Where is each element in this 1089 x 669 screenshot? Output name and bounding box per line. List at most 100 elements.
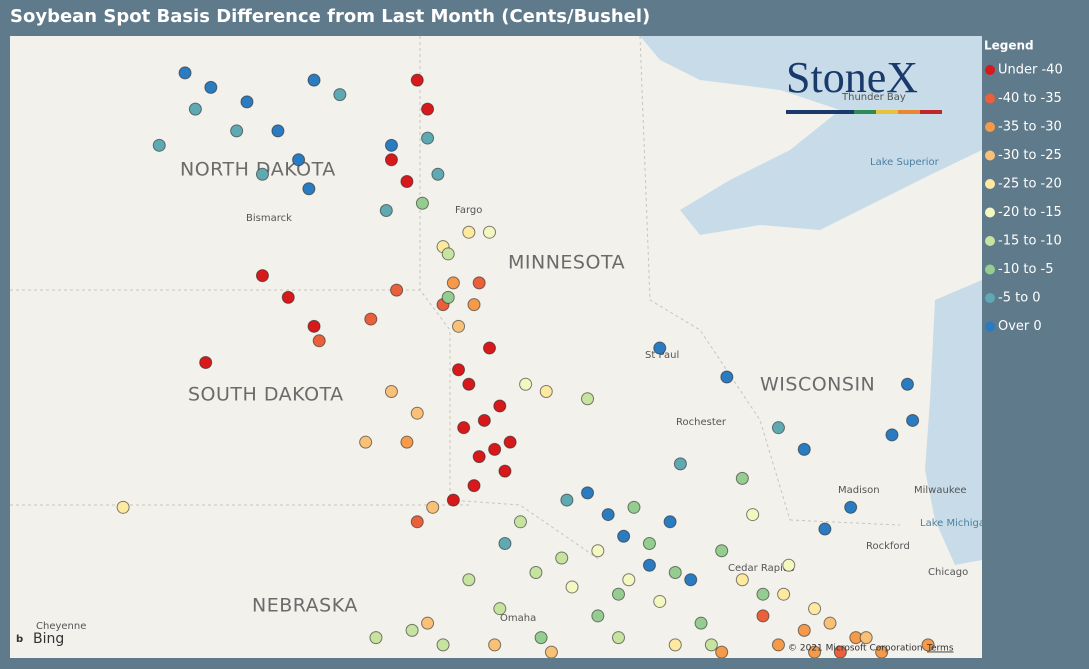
station-point[interactable] [421,616,435,630]
station-point[interactable] [452,363,466,377]
station-point[interactable] [410,73,424,87]
legend-label[interactable]: -30 to -25 [998,148,1062,163]
station-point[interactable] [384,153,398,167]
station-point[interactable] [307,319,321,333]
station-point[interactable] [544,645,558,658]
station-point[interactable] [421,131,435,145]
station-point[interactable] [302,182,316,196]
legend-label[interactable]: -35 to -30 [998,120,1062,135]
station-point[interactable] [694,616,708,630]
station-point[interactable] [441,290,455,304]
map[interactable]: NORTH DAKOTA MINNESOTA SOUTH DAKOTA WISC… [10,36,991,658]
station-point[interactable] [513,515,527,529]
station-point[interactable] [188,102,202,116]
station-point[interactable] [653,341,667,355]
station-point[interactable] [715,645,729,658]
station-point[interactable] [204,80,218,94]
station-point[interactable] [359,435,373,449]
station-point[interactable] [240,95,254,109]
station-point[interactable] [720,370,734,384]
legend-label[interactable]: -10 to -5 [998,262,1054,277]
station-point[interactable] [653,594,667,608]
legend-label[interactable]: -15 to -10 [998,234,1062,249]
station-point[interactable] [498,537,512,551]
station-point[interactable] [611,631,625,645]
legend-label[interactable]: -5 to 0 [998,291,1041,306]
station-point[interactable] [642,537,656,551]
station-point[interactable] [581,486,595,500]
station-point[interactable] [503,435,517,449]
station-point[interactable] [488,638,502,652]
station-point[interactable] [493,602,507,616]
station-point[interactable] [410,515,424,529]
station-point[interactable] [875,645,889,658]
station-point[interactable] [668,638,682,652]
station-point[interactable] [281,290,295,304]
station-point[interactable] [529,565,543,579]
station-point[interactable] [333,88,347,102]
station-point[interactable] [591,544,605,558]
station-point[interactable] [519,377,533,391]
station-point[interactable] [467,298,481,312]
station-point[interactable] [663,515,677,529]
legend-label[interactable]: Over 0 [998,319,1042,334]
station-point[interactable] [684,573,698,587]
station-point[interactable] [369,631,383,645]
station-point[interactable] [292,153,306,167]
station-point[interactable] [178,66,192,80]
station-point[interactable] [472,450,486,464]
station-point[interactable] [255,269,269,283]
station-point[interactable] [488,442,502,456]
station-point[interactable] [756,587,770,601]
station-point[interactable] [885,428,899,442]
station-point[interactable] [390,283,404,297]
station-point[interactable] [446,493,460,507]
station-point[interactable] [472,276,486,290]
station-point[interactable] [642,558,656,572]
station-point[interactable] [498,464,512,478]
station-point[interactable] [617,529,631,543]
station-point[interactable] [199,356,213,370]
station-point[interactable] [384,138,398,152]
station-point[interactable] [364,312,378,326]
terms-link[interactable]: Terms [926,644,954,654]
station-point[interactable] [611,587,625,601]
station-point[interactable] [307,73,321,87]
station-point[interactable] [622,573,636,587]
station-point[interactable] [808,645,822,658]
station-point[interactable] [704,638,718,652]
station-point[interactable] [271,124,285,138]
station-point[interactable] [560,493,574,507]
station-point[interactable] [415,196,429,210]
station-point[interactable] [400,175,414,189]
station-point[interactable] [410,406,424,420]
station-point[interactable] [771,421,785,435]
station-point[interactable] [797,623,811,637]
station-point[interactable] [482,225,496,239]
station-point[interactable] [462,225,476,239]
station-point[interactable] [782,558,796,572]
station-point[interactable] [457,421,471,435]
station-point[interactable] [446,276,460,290]
station-point[interactable] [116,500,130,514]
station-point[interactable] [921,638,935,652]
station-point[interactable] [756,609,770,623]
legend-label[interactable]: -25 to -20 [998,177,1062,192]
station-point[interactable] [900,377,914,391]
station-point[interactable] [493,399,507,413]
station-point[interactable] [555,551,569,565]
station-point[interactable] [477,413,491,427]
station-point[interactable] [735,573,749,587]
station-point[interactable] [591,609,605,623]
station-point[interactable] [746,508,760,522]
station-point[interactable] [400,435,414,449]
station-point[interactable] [384,384,398,398]
station-point[interactable] [818,522,832,536]
station-point[interactable] [833,645,847,658]
station-point[interactable] [771,638,785,652]
station-point[interactable] [462,377,476,391]
station-point[interactable] [673,457,687,471]
station-point[interactable] [230,124,244,138]
station-point[interactable] [534,631,548,645]
station-point[interactable] [823,616,837,630]
